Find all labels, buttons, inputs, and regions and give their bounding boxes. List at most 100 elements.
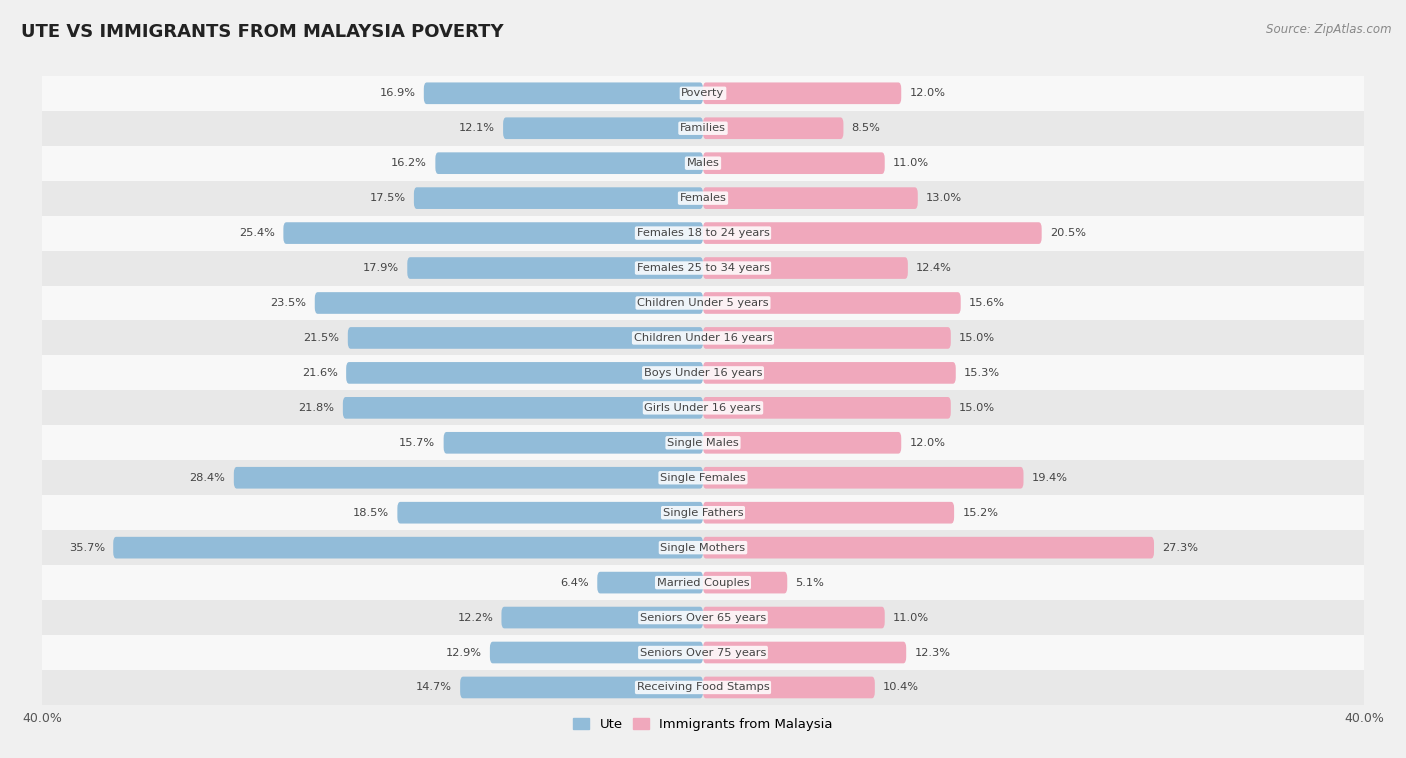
Text: 17.9%: 17.9%	[363, 263, 399, 273]
Bar	[42, 180, 1364, 215]
Text: UTE VS IMMIGRANTS FROM MALAYSIA POVERTY: UTE VS IMMIGRANTS FROM MALAYSIA POVERTY	[21, 23, 503, 41]
Text: Single Females: Single Females	[661, 473, 745, 483]
FancyBboxPatch shape	[703, 467, 1024, 489]
Text: 12.2%: 12.2%	[457, 612, 494, 622]
FancyBboxPatch shape	[503, 117, 703, 139]
Text: 12.9%: 12.9%	[446, 647, 482, 657]
Text: Single Mothers: Single Mothers	[661, 543, 745, 553]
Text: 14.7%: 14.7%	[416, 682, 451, 693]
FancyBboxPatch shape	[347, 327, 703, 349]
Text: Females: Females	[679, 193, 727, 203]
Bar	[42, 356, 1364, 390]
Text: 27.3%: 27.3%	[1163, 543, 1198, 553]
Text: 21.5%: 21.5%	[304, 333, 339, 343]
Text: 16.9%: 16.9%	[380, 88, 416, 99]
Text: 21.8%: 21.8%	[298, 402, 335, 413]
Text: 17.5%: 17.5%	[370, 193, 405, 203]
FancyBboxPatch shape	[284, 222, 703, 244]
Text: 16.2%: 16.2%	[391, 158, 427, 168]
Text: 15.0%: 15.0%	[959, 402, 995, 413]
FancyBboxPatch shape	[703, 537, 1154, 559]
FancyBboxPatch shape	[703, 642, 907, 663]
Text: Children Under 16 years: Children Under 16 years	[634, 333, 772, 343]
Text: 12.3%: 12.3%	[914, 647, 950, 657]
FancyBboxPatch shape	[343, 397, 703, 418]
FancyBboxPatch shape	[598, 572, 703, 594]
FancyBboxPatch shape	[460, 677, 703, 698]
Text: 12.4%: 12.4%	[917, 263, 952, 273]
Text: Families: Families	[681, 124, 725, 133]
Bar	[42, 111, 1364, 146]
Text: 19.4%: 19.4%	[1032, 473, 1067, 483]
Text: 11.0%: 11.0%	[893, 612, 929, 622]
Text: Children Under 5 years: Children Under 5 years	[637, 298, 769, 308]
Bar	[42, 635, 1364, 670]
Text: 15.0%: 15.0%	[959, 333, 995, 343]
FancyBboxPatch shape	[398, 502, 703, 524]
Text: 13.0%: 13.0%	[927, 193, 962, 203]
Text: Females 25 to 34 years: Females 25 to 34 years	[637, 263, 769, 273]
Text: Females 18 to 24 years: Females 18 to 24 years	[637, 228, 769, 238]
Text: 10.4%: 10.4%	[883, 682, 920, 693]
FancyBboxPatch shape	[423, 83, 703, 104]
Bar	[42, 251, 1364, 286]
Text: 12.0%: 12.0%	[910, 88, 945, 99]
FancyBboxPatch shape	[703, 432, 901, 453]
FancyBboxPatch shape	[413, 187, 703, 209]
Bar	[42, 495, 1364, 530]
FancyBboxPatch shape	[703, 117, 844, 139]
Bar	[42, 530, 1364, 565]
Text: 25.4%: 25.4%	[239, 228, 276, 238]
Bar	[42, 425, 1364, 460]
Text: 20.5%: 20.5%	[1050, 228, 1085, 238]
Bar	[42, 600, 1364, 635]
FancyBboxPatch shape	[703, 572, 787, 594]
FancyBboxPatch shape	[408, 257, 703, 279]
Bar	[42, 146, 1364, 180]
Text: 28.4%: 28.4%	[190, 473, 225, 483]
Text: 21.6%: 21.6%	[302, 368, 337, 378]
FancyBboxPatch shape	[315, 292, 703, 314]
Legend: Ute, Immigrants from Malaysia: Ute, Immigrants from Malaysia	[568, 713, 838, 736]
Bar	[42, 390, 1364, 425]
Text: 12.0%: 12.0%	[910, 438, 945, 448]
FancyBboxPatch shape	[703, 606, 884, 628]
Text: Boys Under 16 years: Boys Under 16 years	[644, 368, 762, 378]
Text: Seniors Over 65 years: Seniors Over 65 years	[640, 612, 766, 622]
FancyBboxPatch shape	[703, 83, 901, 104]
Text: 18.5%: 18.5%	[353, 508, 389, 518]
Bar	[42, 321, 1364, 356]
Text: Married Couples: Married Couples	[657, 578, 749, 587]
FancyBboxPatch shape	[703, 327, 950, 349]
FancyBboxPatch shape	[703, 677, 875, 698]
Text: Single Males: Single Males	[666, 438, 740, 448]
FancyBboxPatch shape	[436, 152, 703, 174]
FancyBboxPatch shape	[703, 257, 908, 279]
Text: 5.1%: 5.1%	[796, 578, 824, 587]
Text: 11.0%: 11.0%	[893, 158, 929, 168]
Text: 15.3%: 15.3%	[965, 368, 1000, 378]
FancyBboxPatch shape	[703, 397, 950, 418]
Text: 15.6%: 15.6%	[969, 298, 1005, 308]
Text: Males: Males	[686, 158, 720, 168]
FancyBboxPatch shape	[703, 362, 956, 384]
FancyBboxPatch shape	[489, 642, 703, 663]
Text: 15.2%: 15.2%	[962, 508, 998, 518]
FancyBboxPatch shape	[502, 606, 703, 628]
FancyBboxPatch shape	[703, 222, 1042, 244]
Text: Source: ZipAtlas.com: Source: ZipAtlas.com	[1267, 23, 1392, 36]
Text: Seniors Over 75 years: Seniors Over 75 years	[640, 647, 766, 657]
Text: Receiving Food Stamps: Receiving Food Stamps	[637, 682, 769, 693]
Bar	[42, 215, 1364, 251]
Text: Girls Under 16 years: Girls Under 16 years	[644, 402, 762, 413]
Text: 15.7%: 15.7%	[399, 438, 436, 448]
FancyBboxPatch shape	[703, 292, 960, 314]
Bar	[42, 670, 1364, 705]
FancyBboxPatch shape	[703, 152, 884, 174]
Text: 35.7%: 35.7%	[69, 543, 105, 553]
Text: 8.5%: 8.5%	[852, 124, 880, 133]
Bar	[42, 565, 1364, 600]
FancyBboxPatch shape	[114, 537, 703, 559]
Bar	[42, 76, 1364, 111]
Text: Single Fathers: Single Fathers	[662, 508, 744, 518]
